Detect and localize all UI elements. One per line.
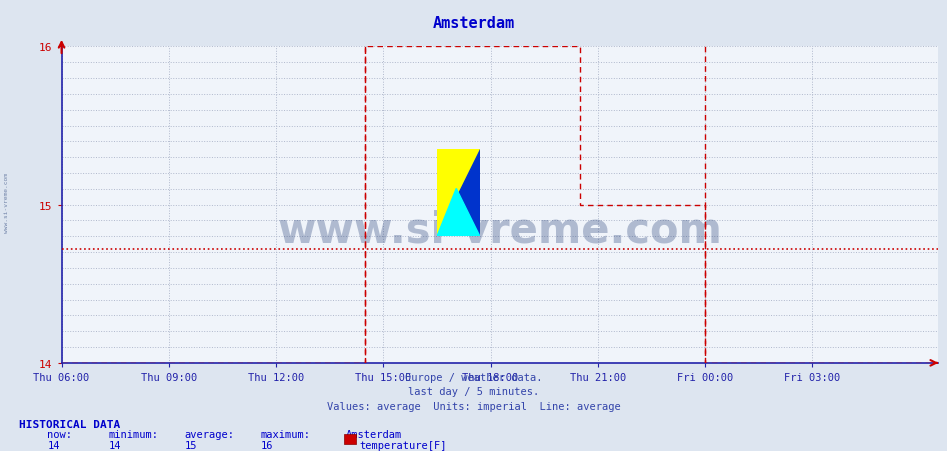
- Polygon shape: [437, 189, 480, 237]
- Text: www.si-vreme.com: www.si-vreme.com: [277, 210, 722, 251]
- Text: minimum:: minimum:: [109, 429, 159, 439]
- Polygon shape: [437, 150, 480, 237]
- Text: last day / 5 minutes.: last day / 5 minutes.: [408, 387, 539, 396]
- Text: Europe / weather data.: Europe / weather data.: [404, 372, 543, 382]
- Text: 16: 16: [260, 440, 273, 450]
- Text: Amsterdam: Amsterdam: [433, 16, 514, 31]
- Text: average:: average:: [185, 429, 235, 439]
- Text: 14: 14: [109, 440, 121, 450]
- Polygon shape: [437, 150, 480, 237]
- Text: www.si-vreme.com: www.si-vreme.com: [4, 173, 9, 233]
- Text: Amsterdam: Amsterdam: [346, 429, 402, 439]
- Text: HISTORICAL DATA: HISTORICAL DATA: [19, 419, 120, 429]
- Text: temperature[F]: temperature[F]: [360, 440, 447, 450]
- Text: Values: average  Units: imperial  Line: average: Values: average Units: imperial Line: av…: [327, 401, 620, 411]
- Text: 15: 15: [185, 440, 197, 450]
- Text: now:: now:: [47, 429, 72, 439]
- Text: maximum:: maximum:: [260, 429, 311, 439]
- Text: 14: 14: [47, 440, 60, 450]
